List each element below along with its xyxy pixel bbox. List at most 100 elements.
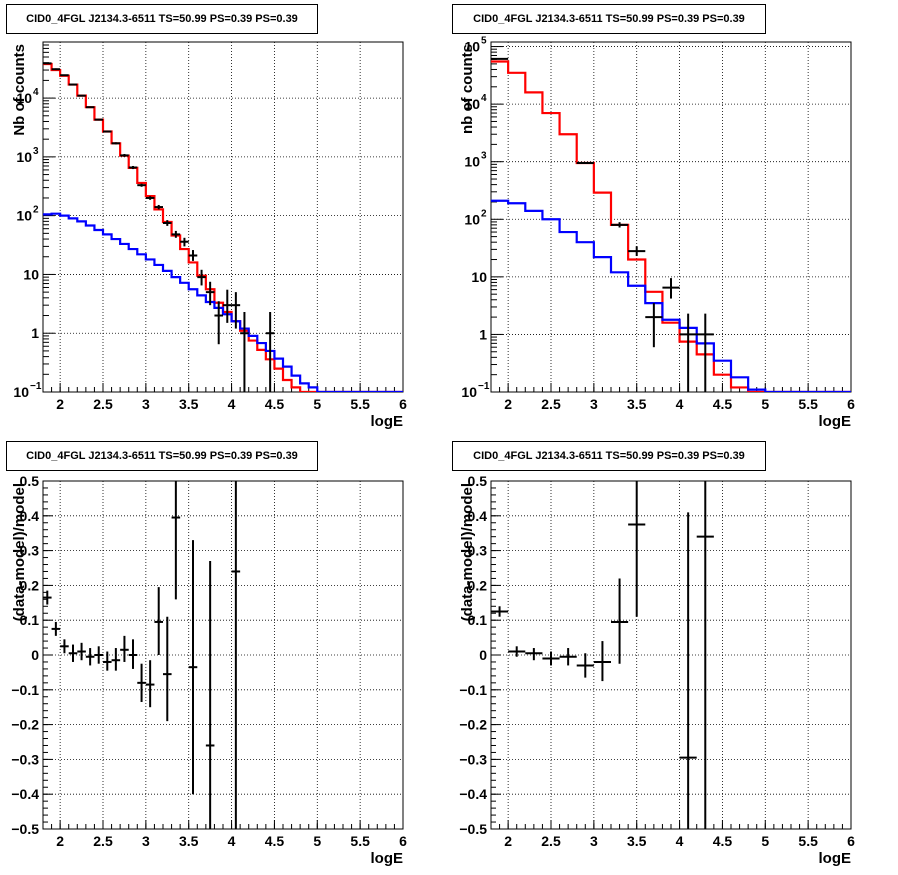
y-tick-label: −0.2	[11, 717, 39, 733]
data-point	[223, 289, 232, 323]
plot-frame	[490, 41, 852, 393]
data-point	[525, 648, 543, 661]
plot-area	[491, 57, 851, 392]
data-point	[128, 165, 138, 170]
data-point	[43, 62, 52, 65]
y-tick-label: −0.1	[11, 682, 39, 698]
data-point	[60, 74, 69, 77]
y-tick-exponent: 2	[33, 205, 39, 216]
x-axis-label: logE	[371, 413, 404, 430]
x-axis-label: logE	[819, 850, 852, 867]
y-tick-label: 1	[479, 326, 487, 342]
x-tick-label: 2	[56, 833, 64, 849]
data-point	[491, 606, 509, 617]
data-point	[645, 303, 663, 348]
y-tick-exponent: 4	[481, 93, 487, 104]
y-tick-label: 10	[464, 211, 480, 227]
data-point	[103, 130, 112, 133]
data-point	[491, 57, 509, 60]
x-tick-label: 4.5	[265, 396, 285, 412]
x-tick-label: 3.5	[179, 396, 199, 412]
data-point	[77, 642, 86, 661]
data-point	[103, 651, 112, 671]
x-tick-label: 5	[313, 396, 321, 412]
y-tick-label: 0.4	[468, 508, 488, 524]
x-tick-label: 3	[142, 833, 150, 849]
y-tick-label: 10	[464, 154, 480, 170]
data-point	[120, 635, 129, 662]
data-point	[85, 106, 95, 109]
data-point	[696, 481, 714, 829]
y-tick-label: 10	[23, 266, 39, 282]
y-tick-exponent: 4	[33, 87, 39, 98]
x-tick-label: 2	[56, 396, 64, 412]
x-tick-label: 6	[847, 396, 855, 412]
x-tick-label: 5.5	[798, 833, 818, 849]
y-axis-label: (data-model)/model	[459, 483, 476, 621]
y-tick-label: −0.1	[459, 682, 487, 698]
data-point	[576, 653, 594, 678]
x-tick-label: 4	[228, 833, 236, 849]
x-tick-label: 6	[399, 396, 407, 412]
data-point	[128, 639, 138, 669]
histogram-series-2	[43, 212, 403, 392]
x-tick-label: 4	[676, 396, 684, 412]
data-point	[85, 648, 95, 666]
y-tick-label: 10	[13, 384, 29, 400]
data-point	[163, 616, 172, 722]
y-tick-label: 10	[464, 39, 480, 55]
data-point	[111, 142, 121, 145]
x-tick-label: 4	[228, 396, 236, 412]
data-point	[154, 587, 163, 655]
data-point	[679, 512, 697, 829]
data-point	[231, 481, 241, 829]
y-tick-label: 0.5	[20, 473, 40, 489]
data-point	[120, 153, 129, 157]
data-point	[145, 196, 155, 200]
data-point	[593, 641, 611, 682]
y-tick-label: 10	[461, 384, 477, 400]
x-tick-label: 3.5	[627, 396, 647, 412]
x-tick-label: 4.5	[713, 396, 733, 412]
y-tick-exponent: −1	[478, 381, 490, 392]
y-tick-label: −0.5	[459, 821, 487, 837]
data-point	[542, 651, 560, 666]
data-point	[231, 292, 241, 329]
y-tick-label: 0.1	[468, 612, 488, 628]
data-point	[68, 83, 78, 86]
x-tick-label: 3.5	[179, 833, 199, 849]
x-tick-label: 5.5	[798, 396, 818, 412]
plot-area	[43, 481, 241, 829]
x-tick-label: 2	[504, 833, 512, 849]
data-point	[94, 118, 103, 121]
data-point	[51, 68, 61, 71]
y-tick-label: 0.2	[468, 577, 488, 593]
data-point	[214, 301, 223, 345]
plot-area	[491, 481, 714, 829]
data-point	[171, 481, 181, 600]
x-tick-label: 2.5	[541, 833, 561, 849]
data-point	[77, 94, 86, 97]
panel-title-4: CID0_4FGL J2134.3-6511 TS=50.99 PS=0.39 …	[452, 441, 766, 471]
y-tick-label: −0.3	[11, 751, 39, 767]
data-point	[611, 578, 629, 664]
y-tick-label: −0.2	[459, 717, 487, 733]
data-point	[163, 220, 172, 226]
x-tick-label: 2.5	[541, 396, 561, 412]
data-point	[628, 246, 646, 257]
x-tick-label: 4.5	[265, 833, 285, 849]
y-tick-exponent: −1	[30, 381, 42, 392]
x-tick-label: 2	[504, 396, 512, 412]
data-point	[137, 663, 146, 702]
x-tick-label: 2.5	[93, 396, 113, 412]
y-tick-label: 10	[464, 96, 480, 112]
x-tick-label: 3	[142, 396, 150, 412]
y-axis-label: Nb of counts	[11, 44, 28, 136]
data-point	[205, 281, 215, 306]
x-tick-label: 5	[761, 833, 769, 849]
plot-frame	[42, 41, 404, 393]
y-tick-label: 0.5	[468, 473, 488, 489]
